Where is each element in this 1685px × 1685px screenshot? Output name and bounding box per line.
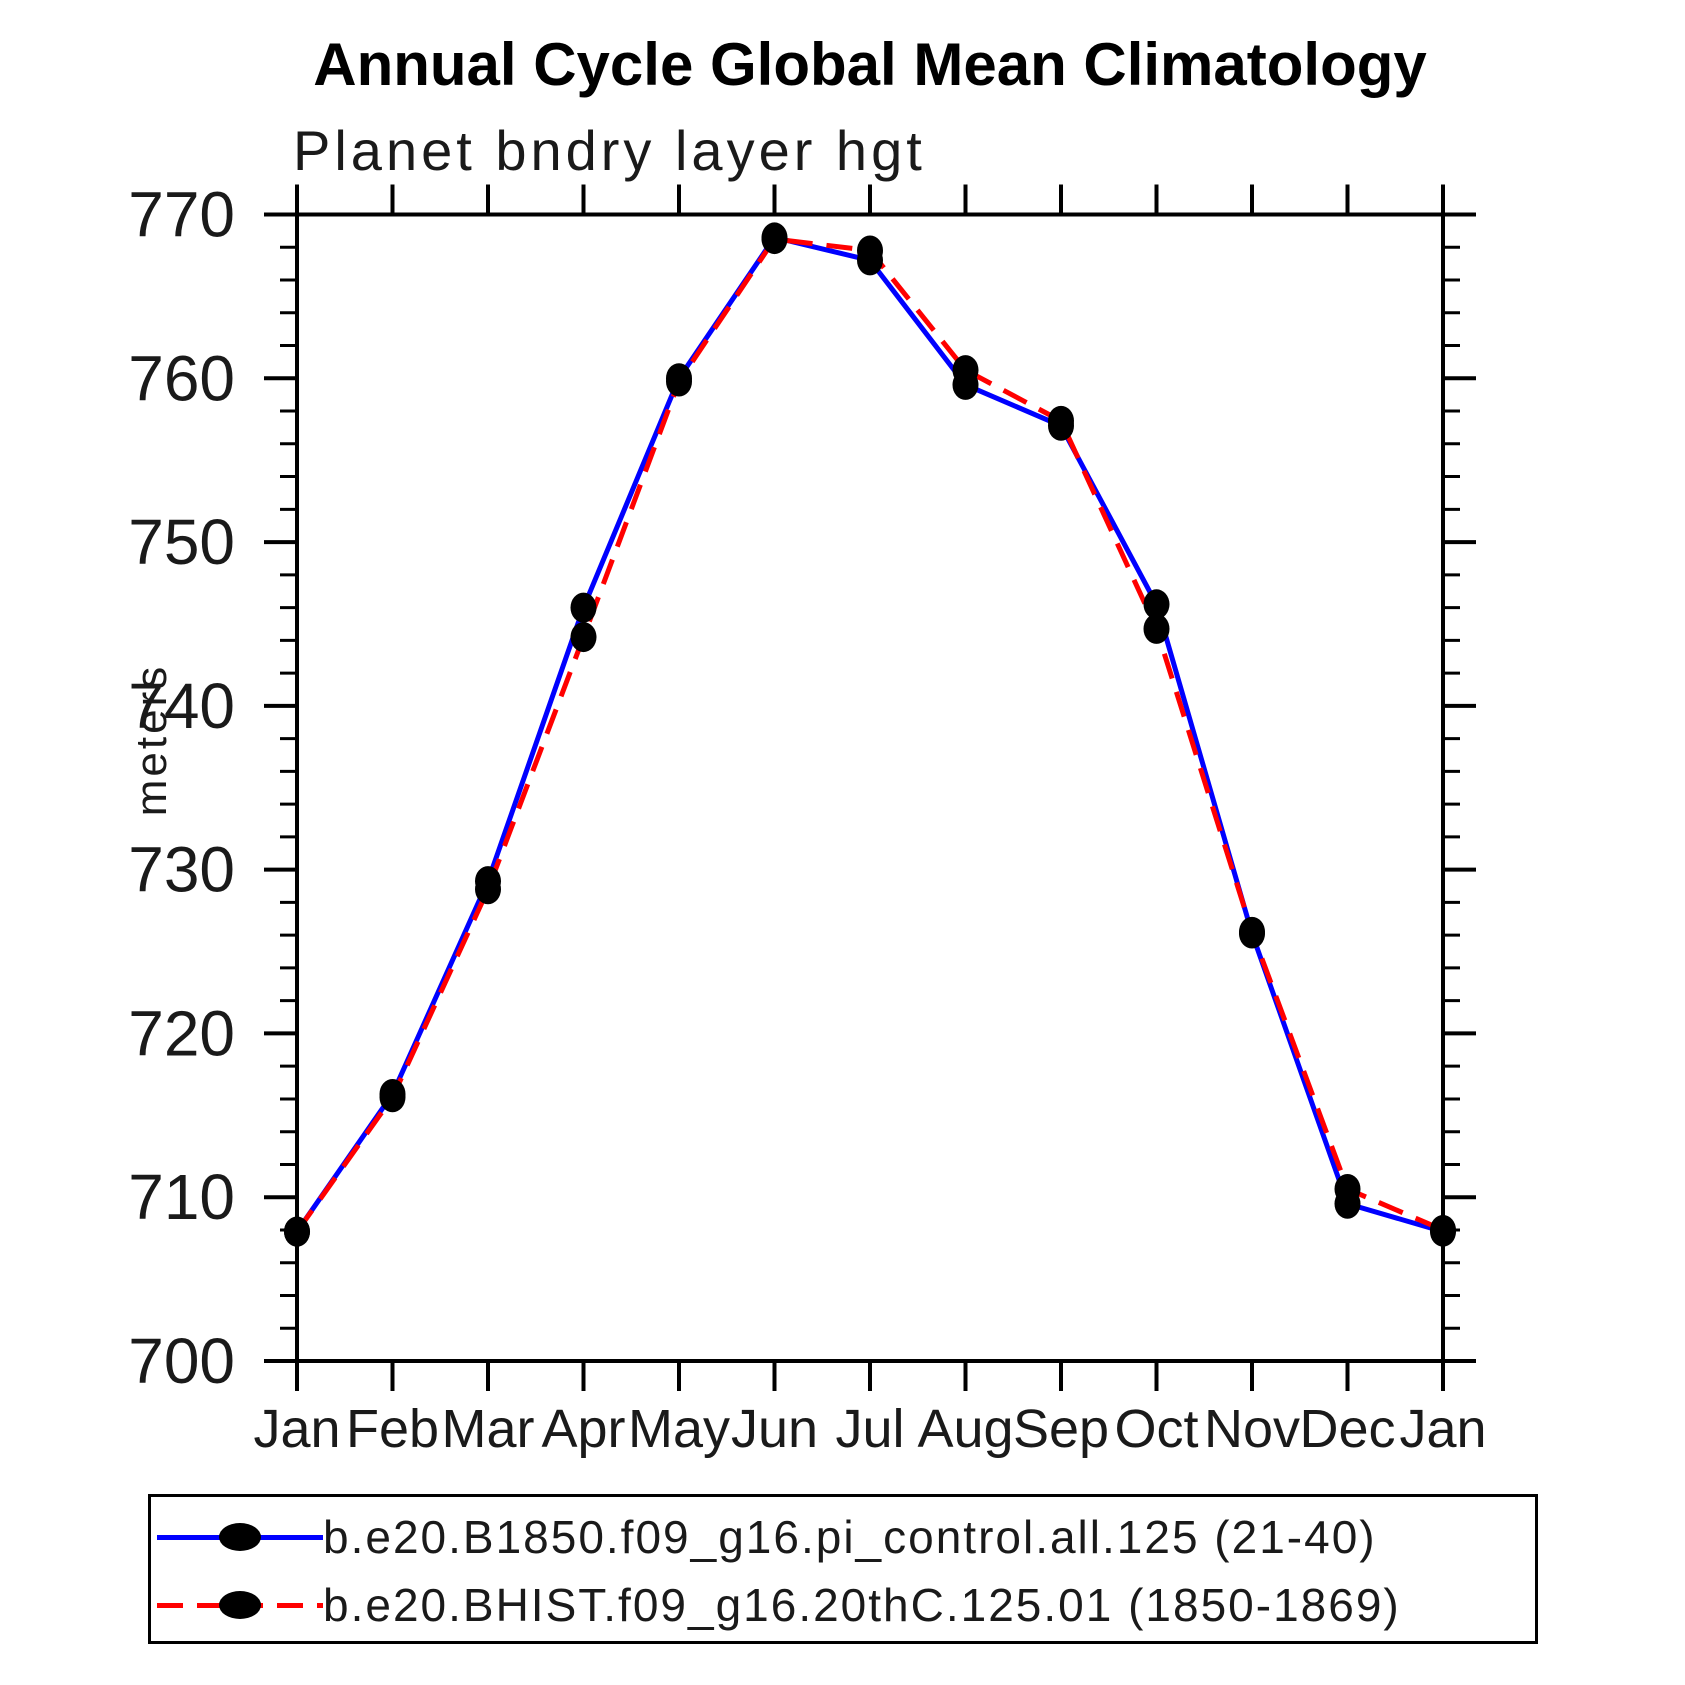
legend-sample-0	[151, 1522, 323, 1552]
data-point-marker	[570, 622, 597, 653]
data-point-marker	[1143, 589, 1170, 620]
legend-label-0: b.e20.B1850.f09_g16.pi_control.all.125 (…	[323, 1511, 1377, 1563]
x-tick-label: Dec	[1299, 1399, 1395, 1459]
data-point-marker	[952, 355, 979, 386]
x-tick-label: Jul	[835, 1399, 904, 1459]
legend-marker-dot	[219, 1591, 261, 1619]
x-tick-label: Sep	[1013, 1399, 1109, 1459]
y-tick-label: 700	[128, 1325, 235, 1397]
y-tick-label: 750	[128, 506, 235, 578]
y-tick-label: 710	[128, 1161, 235, 1233]
x-tick-label: Oct	[1114, 1399, 1198, 1459]
y-tick-label: 720	[128, 997, 235, 1069]
chart-subtitle: Planet bndry layer hgt	[293, 119, 926, 182]
series-line-0	[294, 234, 1444, 1235]
data-point-marker	[284, 1216, 310, 1247]
data-point-marker	[857, 235, 883, 266]
data-point-marker	[1430, 1214, 1456, 1245]
x-tick-label: Nov	[1204, 1399, 1300, 1459]
data-point-marker	[570, 592, 597, 623]
x-tick-label: Mar	[442, 1399, 535, 1459]
x-tick-label: Feb	[346, 1399, 439, 1459]
x-tick-label: Apr	[541, 1399, 625, 1459]
y-tick-label: 730	[128, 834, 235, 906]
data-point-marker	[475, 874, 501, 905]
x-tick-label: Jan	[253, 1399, 340, 1459]
x-tick-label: Jun	[731, 1399, 818, 1459]
chart-title: Annual Cycle Global Mean Climatology	[313, 31, 1427, 98]
data-point-marker	[666, 366, 692, 397]
x-tick-label: Aug	[917, 1399, 1013, 1459]
y-tick-label: 770	[128, 179, 235, 251]
legend-box: b.e20.B1850.f09_g16.pi_control.all.125 (…	[148, 1494, 1538, 1644]
x-tick-label: May	[628, 1399, 730, 1459]
legend-sample-1	[151, 1590, 323, 1620]
data-point-marker	[1334, 1174, 1361, 1205]
legend-marker-dot	[219, 1523, 261, 1551]
y-tick-label: 760	[128, 342, 235, 414]
axis-frame	[295, 212, 1445, 1363]
series-line-1	[294, 236, 1444, 1234]
data-point-marker	[379, 1082, 406, 1113]
x-tick-label: Jan	[1399, 1399, 1486, 1459]
data-point-marker	[761, 224, 788, 255]
legend-item-1: b.e20.BHIST.f09_g16.20thC.125.01 (1850-1…	[151, 1571, 1535, 1639]
legend-label-1: b.e20.BHIST.f09_g16.20thC.125.01 (1850-1…	[323, 1579, 1401, 1631]
data-point-marker	[1143, 613, 1170, 644]
legend-item-0: b.e20.B1850.f09_g16.pi_control.all.125 (…	[151, 1503, 1535, 1571]
data-point-marker	[1239, 916, 1265, 947]
y-tick-label: 740	[128, 670, 235, 742]
data-point-marker	[1048, 405, 1074, 436]
